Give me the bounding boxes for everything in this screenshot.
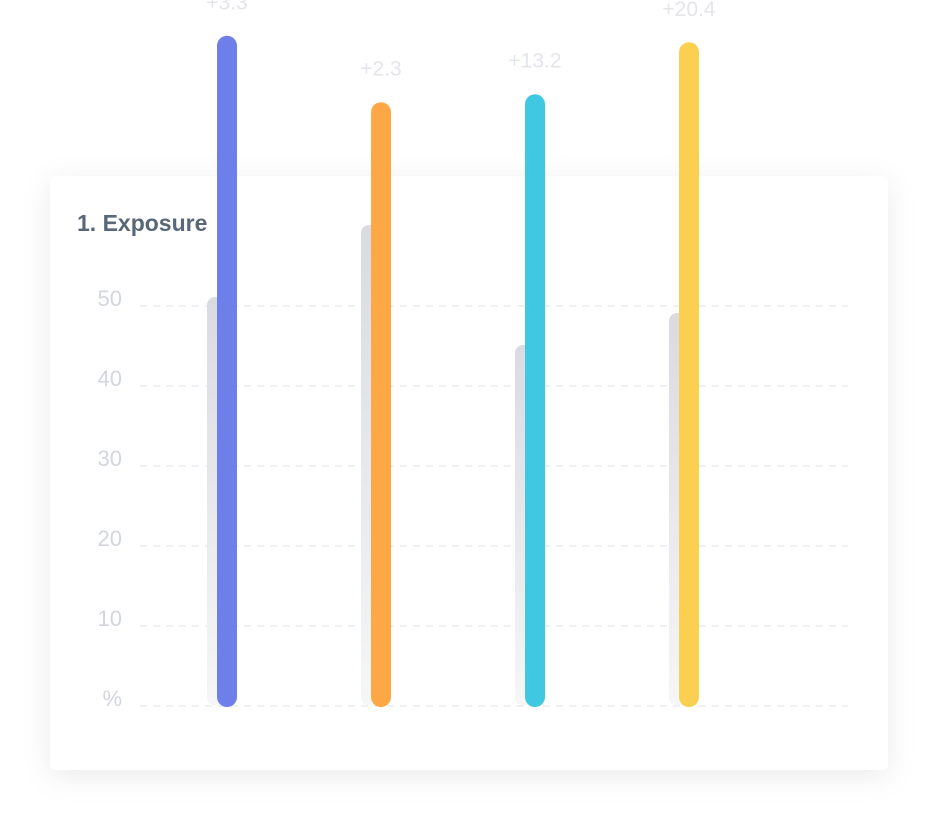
bar-annotation: +20.4 <box>662 0 715 21</box>
y-tick-label: 10 <box>98 606 122 631</box>
y-tick-label: 40 <box>98 366 122 391</box>
bar <box>217 35 237 708</box>
y-tick-label: 50 <box>98 286 122 311</box>
bar-annotation: +2.3 <box>360 58 401 81</box>
card <box>50 176 888 770</box>
bar-annotation: +13.2 <box>508 50 561 73</box>
y-tick-label: 20 <box>98 526 122 551</box>
bar <box>525 94 545 707</box>
y-tick-label: 30 <box>98 446 122 471</box>
bar <box>679 42 699 707</box>
bar <box>371 102 391 707</box>
y-tick-label: % <box>102 686 122 711</box>
chart-title: 1. Exposure <box>77 210 207 236</box>
bar-annotation: +3.3 <box>206 0 247 14</box>
